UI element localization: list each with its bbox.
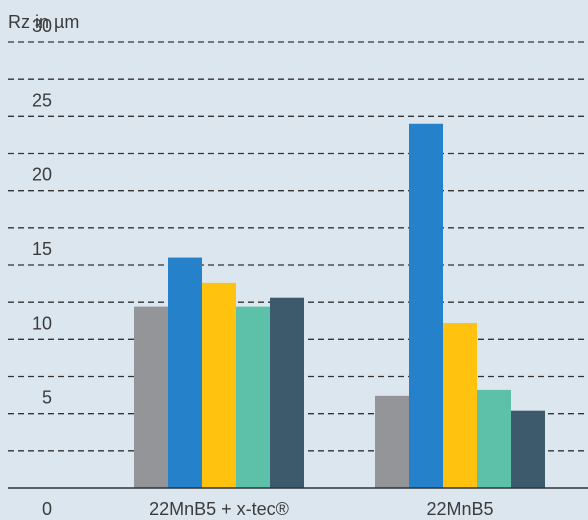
bar xyxy=(168,257,202,488)
bar xyxy=(236,306,270,488)
y-tick-label: 5 xyxy=(42,388,52,408)
bar xyxy=(375,395,409,488)
bar xyxy=(134,306,168,488)
y-tick-label: 10 xyxy=(32,313,52,333)
y-tick-label: 25 xyxy=(32,90,52,110)
bar xyxy=(477,389,511,488)
bar xyxy=(443,322,477,488)
bar xyxy=(511,410,545,488)
x-tick-label: 22MnB5 xyxy=(426,499,493,519)
bar xyxy=(409,123,443,489)
x-tick-label: 22MnB5 + x-tec® xyxy=(149,499,289,519)
bar xyxy=(202,282,236,488)
y-tick-label: 15 xyxy=(32,239,52,259)
bar xyxy=(270,297,304,488)
y-tick-label: 0 xyxy=(42,499,52,519)
y-tick-label: 30 xyxy=(32,16,52,36)
y-axis-label: Rz in µm xyxy=(8,12,79,32)
axes: 22MnB5 + x-tec® 22MnB5 0 5 10 15 20 25 30 xyxy=(8,16,588,519)
y-tick-label: 20 xyxy=(32,165,52,185)
bars xyxy=(134,123,545,489)
